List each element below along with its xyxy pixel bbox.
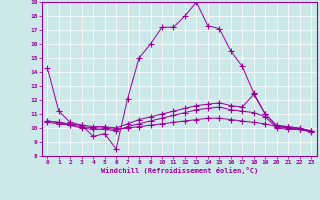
X-axis label: Windchill (Refroidissement éolien,°C): Windchill (Refroidissement éolien,°C) — [100, 167, 258, 174]
